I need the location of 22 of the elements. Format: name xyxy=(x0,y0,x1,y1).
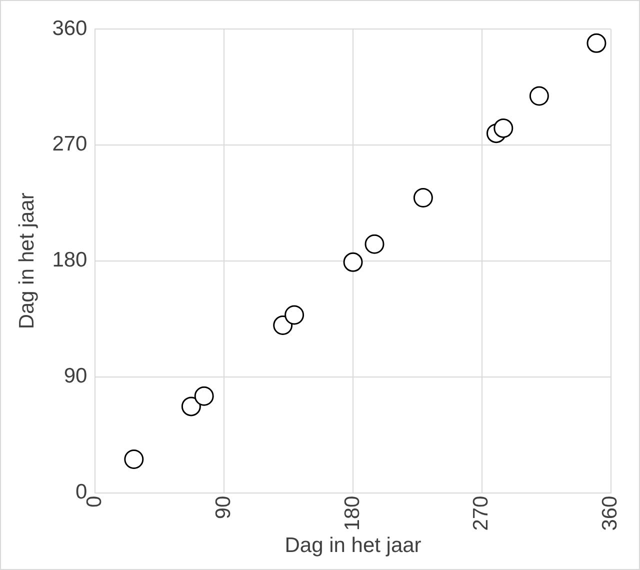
x-tick-label: 90 xyxy=(212,496,235,520)
point xyxy=(586,33,606,53)
y-tick-label: 360 xyxy=(52,16,88,40)
point xyxy=(494,118,514,138)
x-tick-label: 180 xyxy=(340,496,364,531)
point xyxy=(273,316,293,336)
point xyxy=(284,305,304,325)
y-axis-title: Dag in het jaar xyxy=(15,192,38,330)
point xyxy=(364,234,384,254)
x-axis-title: Dag in het jaar xyxy=(284,534,422,558)
x-tick-label: 270 xyxy=(470,496,493,531)
y-tick-label: 180 xyxy=(52,248,88,272)
point xyxy=(124,450,144,470)
y-tick-label: 270 xyxy=(52,132,88,156)
point xyxy=(181,396,201,416)
y-tick-label: 0 xyxy=(76,480,88,504)
point xyxy=(413,188,433,208)
x-tick-label: 360 xyxy=(598,496,622,531)
point xyxy=(529,86,549,106)
point xyxy=(343,252,363,272)
y-tick-label: 90 xyxy=(64,364,88,388)
point xyxy=(194,386,214,406)
